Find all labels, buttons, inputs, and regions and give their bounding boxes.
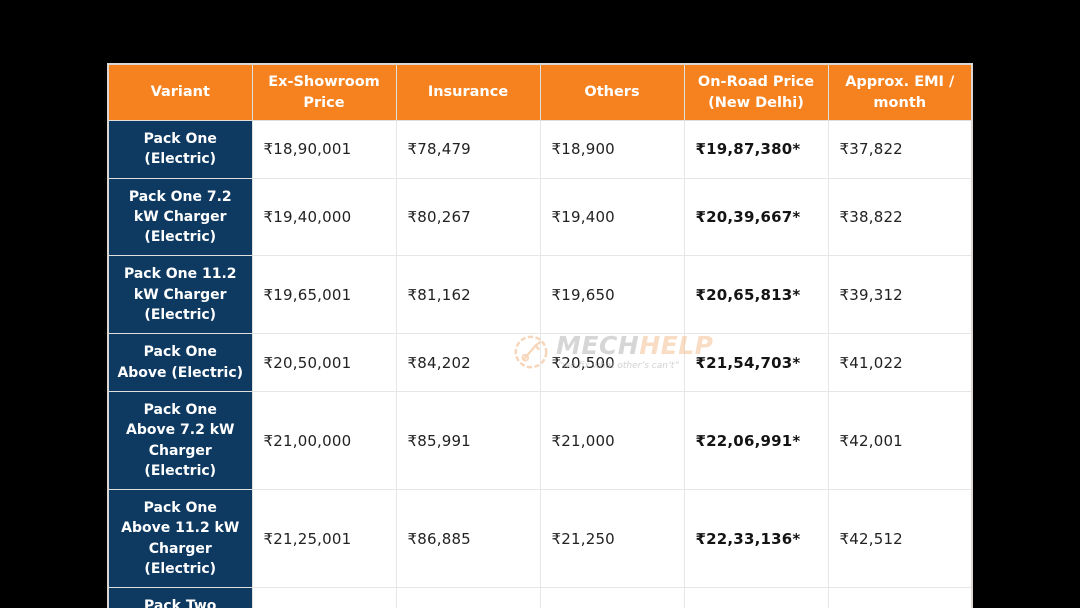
insurance-cell: ₹81,162	[395, 255, 541, 335]
onroad-price-cell: ₹20,39,667*	[683, 177, 829, 257]
column-header-0: Variant	[107, 63, 253, 121]
insurance-cell: ₹78,479	[395, 120, 541, 179]
table-row: Pack One Above 11.2 kW Charger (Electric…	[107, 489, 973, 589]
column-header-1: Ex-Showroom Price	[251, 63, 397, 121]
header-row: Variant Ex-Showroom Price Insurance Others O…	[107, 63, 973, 121]
emi-cell: ₹38,822	[827, 177, 973, 257]
ex-showroom-cell: ₹21,90,001	[251, 587, 397, 608]
table-header: Variant Ex-Showroom Price Insurance Others O…	[107, 63, 973, 121]
table-body: Pack One (Electric) ₹18,90,001 ₹78,479 ₹18,…	[107, 120, 973, 608]
variant-cell: Pack One 7.2 kW Charger (Electric)	[107, 177, 253, 257]
table-row: Pack One 7.2 kW Charger (Electric) ₹19,40…	[107, 177, 973, 257]
price-table: Variant Ex-Showroom Price Insurance Others O…	[107, 63, 973, 608]
onroad-price-cell: ₹22,33,136*	[683, 489, 829, 589]
others-cell: ₹18,900	[539, 120, 685, 179]
insurance-cell: ₹86,885	[395, 489, 541, 589]
variant-cell: Pack One Above 7.2 kW Charger (Electric)	[107, 390, 253, 491]
column-header-5: Approx. EMI / month	[827, 63, 973, 121]
onroad-price-cell: ₹20,65,813*	[683, 255, 829, 335]
insurance-cell: ₹80,267	[395, 177, 541, 257]
variant-cell: Pack Two (Electric)	[107, 587, 253, 608]
ex-showroom-cell: ₹20,50,001	[251, 333, 397, 392]
variant-cell: Pack One Above 11.2 kW Charger (Electric…	[107, 489, 253, 589]
table-row: Pack One (Electric) ₹18,90,001 ₹78,479 ₹18,…	[107, 120, 973, 179]
emi-cell: ₹42,001	[827, 390, 973, 491]
table-row: Pack One Above 7.2 kW Charger (Electric)…	[107, 390, 973, 491]
emi-cell: ₹37,822	[827, 120, 973, 179]
onroad-price-cell: ₹22,06,991*	[683, 390, 829, 491]
insurance-cell: ₹89,210	[395, 587, 541, 608]
column-header-4: On-Road Price (New Delhi)	[683, 63, 829, 121]
variant-cell: Pack One (Electric)	[107, 120, 253, 179]
onroad-price-cell: ₹19,87,380*	[683, 120, 829, 179]
ex-showroom-cell: ₹19,40,000	[251, 177, 397, 257]
onroad-price-cell: ₹23,01,111*	[683, 587, 829, 608]
ex-showroom-cell: ₹19,65,001	[251, 255, 397, 335]
table-row: Pack One 11.2 kW Charger (Electric) ₹19,6…	[107, 255, 973, 335]
ex-showroom-cell: ₹18,90,001	[251, 120, 397, 179]
insurance-cell: ₹85,991	[395, 390, 541, 491]
others-cell: ₹21,000	[539, 390, 685, 491]
ex-showroom-cell: ₹21,00,000	[251, 390, 397, 491]
others-cell: ₹21,250	[539, 489, 685, 589]
others-cell: ₹20,500	[539, 333, 685, 392]
emi-cell: ₹39,312	[827, 255, 973, 335]
insurance-cell: ₹84,202	[395, 333, 541, 392]
others-cell: ₹21,900	[539, 587, 685, 608]
emi-cell: ₹42,512	[827, 489, 973, 589]
variant-cell: Pack One Above (Electric)	[107, 333, 253, 392]
others-cell: ₹19,400	[539, 177, 685, 257]
ex-showroom-cell: ₹21,25,001	[251, 489, 397, 589]
emi-cell: ₹41,022	[827, 333, 973, 392]
variant-cell: Pack One 11.2 kW Charger (Electric)	[107, 255, 253, 335]
column-header-3: Others	[539, 63, 685, 121]
column-header-2: Insurance	[395, 63, 541, 121]
table-row: Pack Two (Electric)₹21,90,001₹89,210₹21,…	[107, 587, 973, 608]
emi-cell: ₹43,801	[827, 587, 973, 608]
others-cell: ₹19,650	[539, 255, 685, 335]
onroad-price-cell: ₹21,54,703*	[683, 333, 829, 392]
table-row: Pack One Above (Electric) ₹20,50,001 ₹84,2…	[107, 333, 973, 392]
